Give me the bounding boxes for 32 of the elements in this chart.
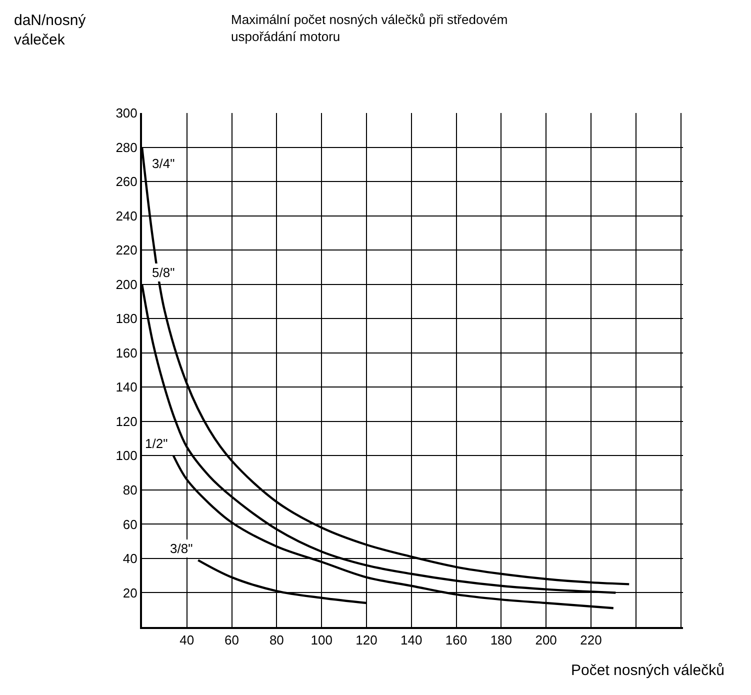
y-tick-label: 40 bbox=[122, 551, 138, 566]
chart-title: Maximální počet nosných válečků při středovém uspořádání motoru bbox=[231, 12, 508, 44]
x-axis-title: Počet nosných válečků bbox=[571, 662, 724, 679]
series-label: 3/4" bbox=[152, 156, 176, 171]
y-tick-label: 220 bbox=[116, 242, 138, 258]
x-tick-label: 60 bbox=[224, 632, 240, 648]
y-tick-label: 120 bbox=[116, 414, 138, 429]
y-tick-label: 140 bbox=[116, 380, 138, 395]
x-tick-label: 140 bbox=[400, 632, 422, 648]
y-tick-label: 180 bbox=[116, 311, 138, 326]
x-tick-label: 80 bbox=[269, 632, 284, 648]
series-label: 5/8" bbox=[152, 265, 176, 280]
y-tick-label: 80 bbox=[122, 482, 138, 498]
y-tick-label: 60 bbox=[122, 516, 138, 532]
series-label: 1/2" bbox=[145, 436, 168, 451]
x-tick-label: 100 bbox=[310, 632, 332, 648]
y-tick-label: 300 bbox=[116, 106, 138, 121]
x-tick-label: 160 bbox=[445, 632, 468, 648]
y-tick-label: 280 bbox=[116, 140, 138, 155]
x-tick-label: 180 bbox=[490, 632, 512, 648]
x-tick-label: 120 bbox=[356, 632, 378, 648]
series-label: 3/8" bbox=[170, 541, 194, 556]
y-tick-label: 160 bbox=[116, 345, 138, 360]
x-tick-label: 40 bbox=[180, 632, 194, 648]
y-tick-label: 200 bbox=[116, 276, 138, 292]
x-tick-label: 200 bbox=[535, 632, 557, 648]
y-tick-label: 20 bbox=[122, 585, 138, 600]
y-tick-label: 260 bbox=[116, 174, 138, 190]
y-tick-label: 240 bbox=[116, 208, 138, 224]
y-axis-title: daN/nosný váleček bbox=[14, 12, 86, 48]
y-tick-label: 100 bbox=[116, 448, 138, 464]
x-tick-label: 220 bbox=[580, 632, 602, 648]
